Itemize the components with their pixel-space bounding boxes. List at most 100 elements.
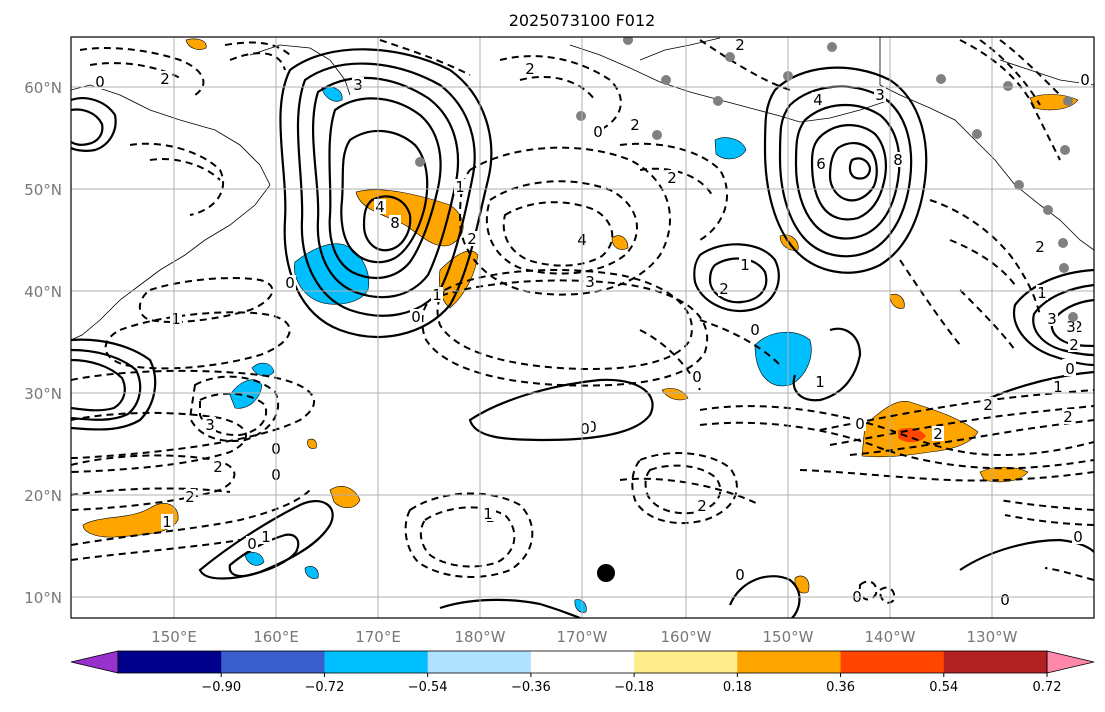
contour-label-bg — [454, 179, 466, 194]
contour-label: 2 — [933, 425, 943, 443]
contour-label: 0 — [855, 415, 865, 433]
contour-label: 6 — [816, 155, 826, 173]
contour-label-bg — [696, 498, 708, 513]
station-dot — [1043, 205, 1053, 215]
contour-label: 0 — [580, 420, 590, 438]
map-frame — [70, 36, 1095, 619]
contour-label: 8 — [390, 214, 400, 232]
lon-label: 140°W — [865, 628, 916, 646]
lat-label: 40°N — [24, 283, 62, 301]
contour-label-bg — [524, 61, 536, 76]
contour-label: 2 — [630, 116, 640, 134]
lon-label: 150°W — [763, 628, 814, 646]
contour-label-bg — [184, 489, 196, 504]
gridlines — [71, 37, 1094, 618]
contour-label-bg — [629, 117, 641, 132]
contour-label: 1 — [171, 310, 181, 328]
colorbar-segment — [427, 651, 532, 673]
contour-label: 8 — [893, 151, 903, 169]
contour-label: 2 — [667, 169, 677, 187]
contour-label-bg — [246, 536, 258, 551]
colorbar-tick-label: −0.18 — [614, 680, 654, 695]
contour-label: 1 — [1053, 378, 1063, 396]
map-area: 0234802023210402113012013201243286341020… — [70, 36, 1095, 619]
contour-label-bg — [1036, 285, 1048, 300]
station-dot — [1068, 312, 1078, 322]
station-dot — [827, 42, 837, 52]
contour-label-bg — [159, 71, 171, 86]
lon-label: 130°W — [967, 628, 1018, 646]
contour-label-bg — [1062, 409, 1074, 424]
colorbar-ticks: −0.90 −0.72 −0.54 −0.36 −0.18 0.18 0.36 0.54 0.7… — [201, 673, 1061, 695]
contour-label: 2 — [213, 458, 223, 476]
contour-label-bg — [1072, 529, 1084, 544]
station-dot — [576, 111, 586, 121]
contour-labels: 0234802023210402113012013201243286341020… — [94, 36, 1091, 609]
contour-label-bg — [1046, 311, 1058, 326]
colorbar-tick-label: −0.36 — [511, 680, 551, 695]
colorbar-segment — [634, 651, 738, 673]
contour-label: 3 — [875, 86, 885, 104]
contour-label: 3 — [205, 416, 215, 434]
contour-label: 1 — [1037, 284, 1047, 302]
station-dot — [972, 129, 982, 139]
lon-label: 170°E — [355, 628, 401, 646]
contour-label-bg — [482, 506, 494, 521]
contour-label-bg — [749, 322, 761, 337]
contour-label-bg — [892, 152, 904, 167]
contour-label-bg — [170, 311, 182, 326]
contour-label: 1 — [740, 256, 750, 274]
station-dot — [661, 75, 671, 85]
contour-label-bg — [1052, 379, 1064, 394]
station-dot — [415, 157, 425, 167]
contour-label: 2 — [160, 70, 170, 88]
contour-label: 1 — [815, 373, 825, 391]
lat-label: 30°N — [24, 385, 62, 403]
contour-label-bg — [874, 87, 886, 102]
colorbar-tick-label: −0.90 — [201, 680, 241, 695]
contour-label: 3 — [353, 76, 363, 94]
colorbar-segment — [530, 651, 635, 673]
contour-label-bg — [854, 416, 866, 431]
contour-label-bg — [932, 426, 944, 441]
contour-label-bg — [584, 274, 596, 289]
contour-label-bg — [161, 514, 173, 529]
colorbar-tick-label: 0.18 — [723, 680, 752, 695]
contour-label: 2 — [467, 230, 477, 248]
contour-label: 2 — [1063, 408, 1073, 426]
contour-label: 2 — [719, 280, 729, 298]
station-dot — [1058, 238, 1068, 248]
contour-label-bg — [374, 199, 386, 214]
lat-label: 50°N — [24, 181, 62, 199]
contour-label-bg — [389, 215, 401, 230]
contour-label: 0 — [285, 274, 295, 292]
contour-label-bg — [814, 374, 826, 389]
lat-label: 10°N — [24, 589, 62, 607]
contour-label: 2 — [735, 36, 745, 54]
station-dot — [1014, 180, 1024, 190]
contour-label: 1 — [261, 528, 271, 546]
target-point — [597, 564, 615, 582]
contour-label: 2 — [525, 60, 535, 78]
contour-label: 0 — [1080, 71, 1090, 89]
contour-label: 2 — [1069, 336, 1079, 354]
contour-label-bg — [691, 369, 703, 384]
contour-label-bg — [1034, 239, 1046, 254]
contour-label: 2 — [1035, 238, 1045, 256]
lon-label: 160°E — [253, 628, 299, 646]
contour-label-bg — [815, 156, 827, 171]
contour-lines — [71, 39, 1094, 618]
contour-label: 3 — [1047, 310, 1057, 328]
contour-label-bg — [982, 397, 994, 412]
latitude-labels: 60°N 50°N 40°N 30°N 20°N 10°N — [24, 79, 62, 607]
contour-label-bg — [1065, 319, 1077, 334]
colorbar-segments — [70, 650, 1095, 674]
colorbar-segment — [943, 651, 1048, 673]
colorbar-segment — [221, 651, 325, 673]
station-dot — [1003, 81, 1013, 91]
colorbar-tick-label: 0.36 — [826, 680, 855, 695]
contour-label: 2 — [1073, 318, 1083, 336]
colorbar-segment — [840, 651, 945, 673]
contour-label-bg — [410, 309, 422, 324]
